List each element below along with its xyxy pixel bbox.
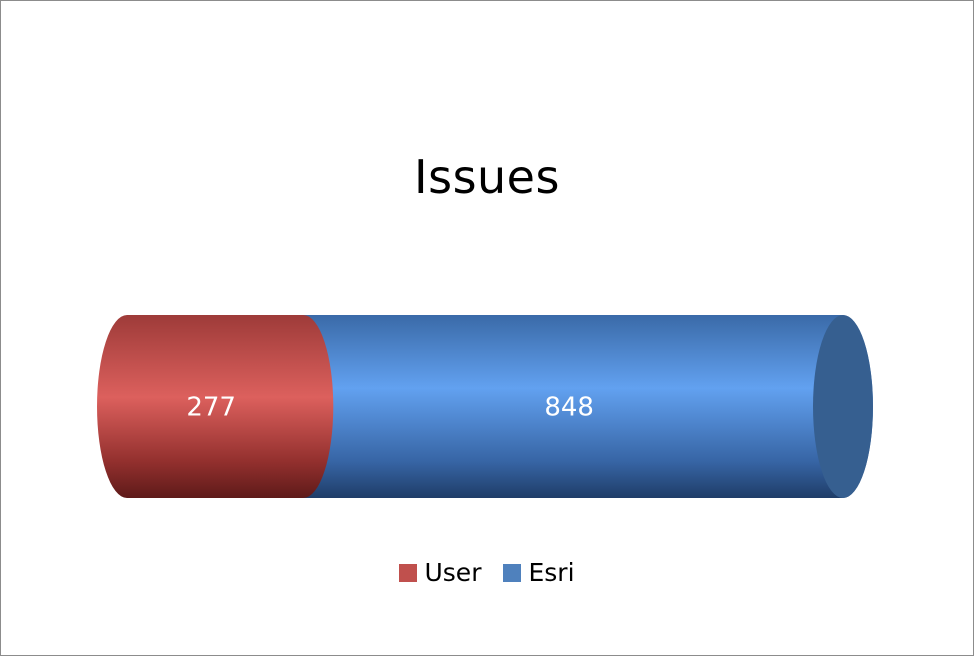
bar-end-cap — [813, 315, 873, 498]
bar-esri — [273, 315, 873, 498]
legend-item-esri: Esri — [503, 558, 575, 587]
legend-swatch — [503, 563, 522, 582]
legend-label: User — [424, 558, 482, 587]
legend-label: Esri — [528, 558, 575, 587]
data-label-user: 277 — [186, 393, 236, 423]
bar-user — [97, 315, 334, 498]
legend-item-user: User — [399, 558, 481, 587]
legend-swatch — [399, 563, 418, 582]
chart-title: Issues — [414, 150, 560, 204]
legend: User Esri — [0, 558, 974, 587]
data-label-esri: 848 — [544, 393, 594, 423]
